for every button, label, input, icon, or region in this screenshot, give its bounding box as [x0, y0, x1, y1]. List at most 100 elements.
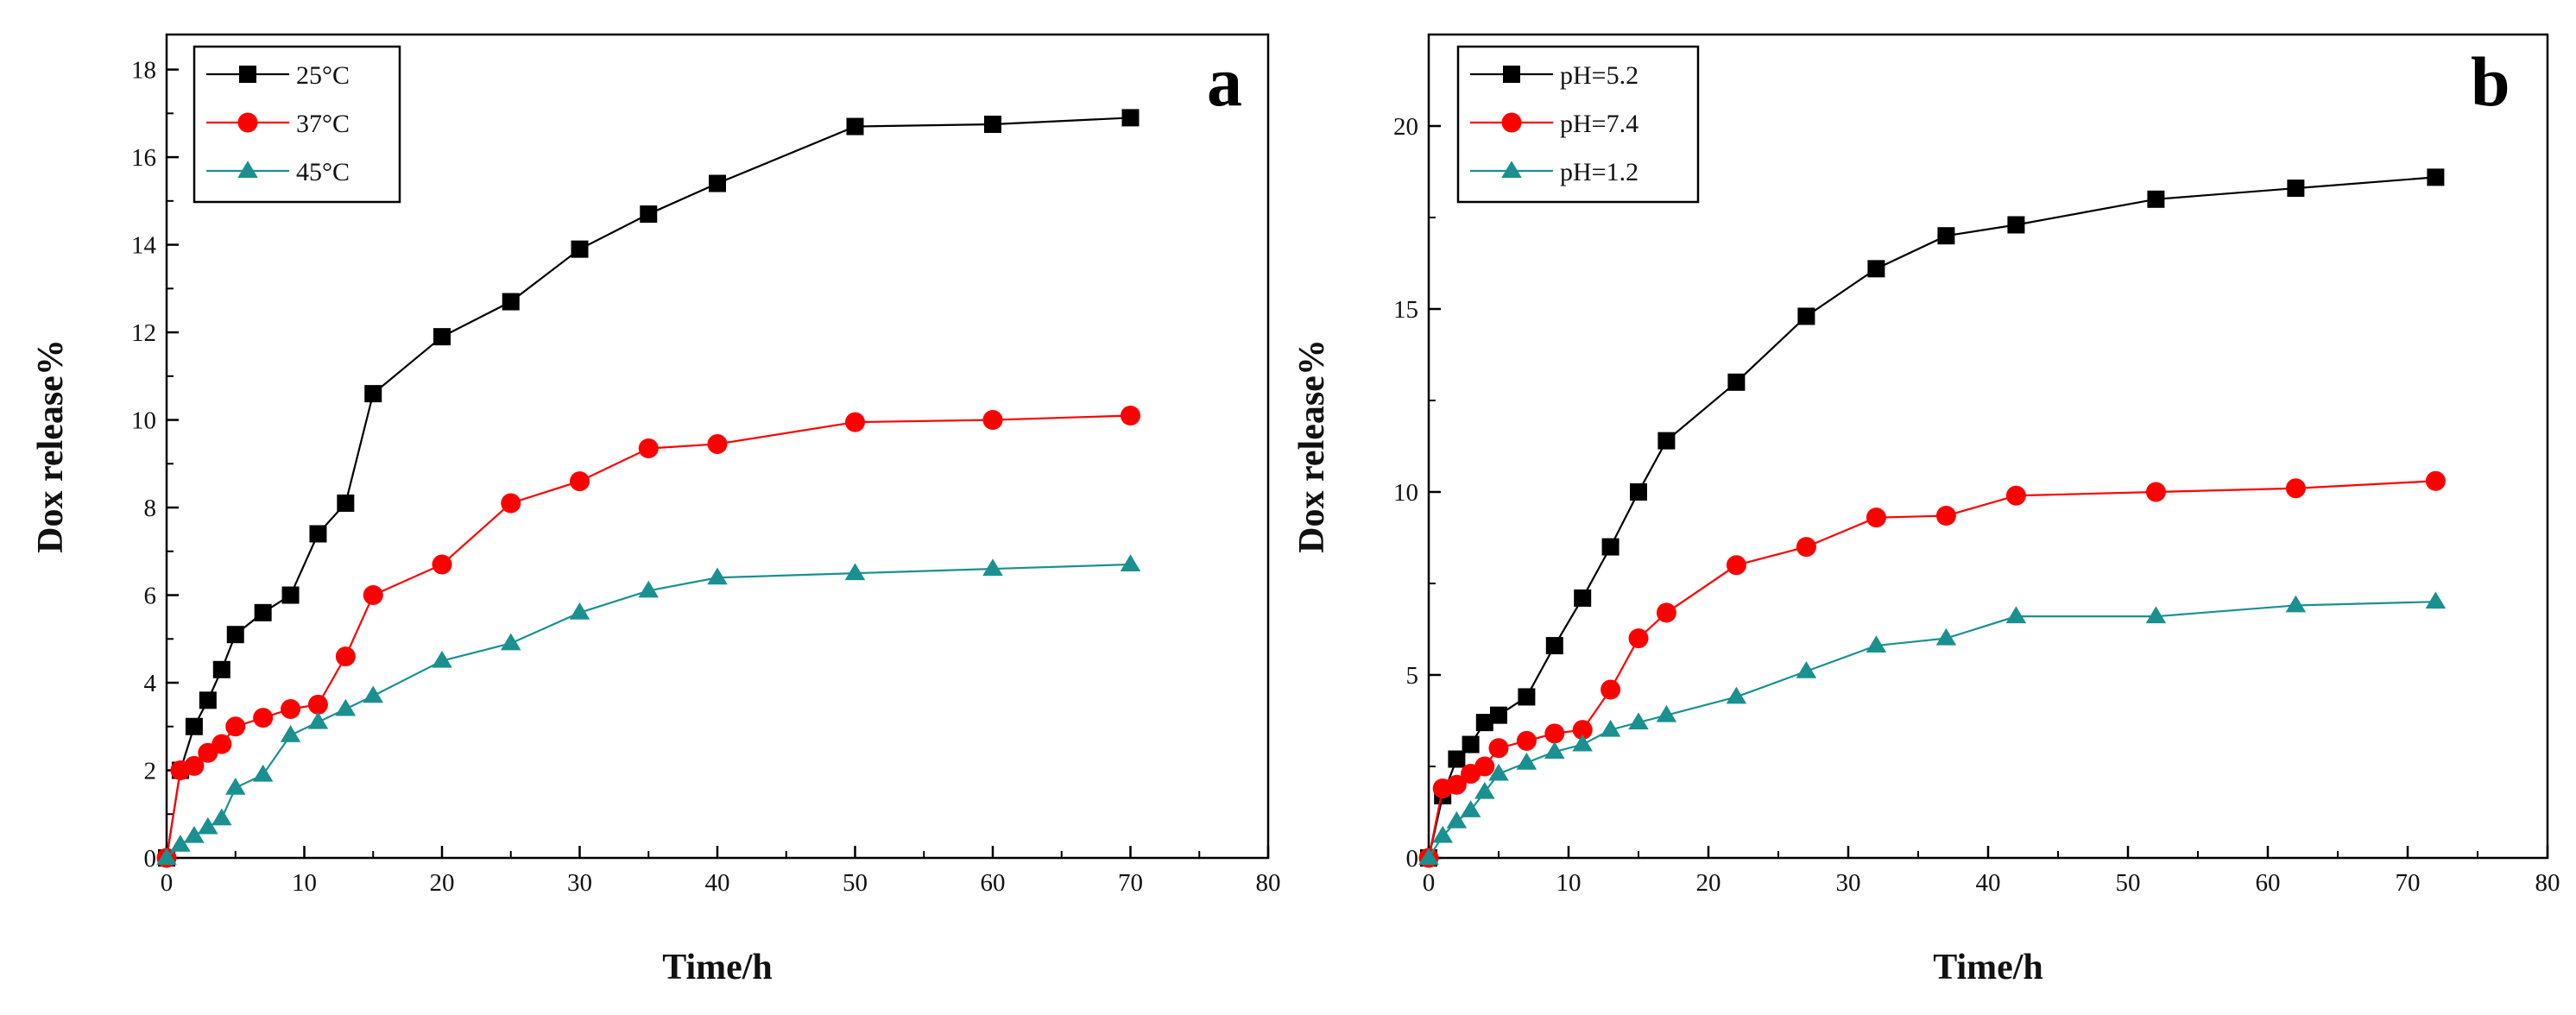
data-point: [432, 554, 452, 575]
y-tick-label: 5: [1406, 662, 1419, 690]
data-point: [252, 764, 274, 782]
y-tick-label: 0: [1406, 845, 1419, 873]
y-tick-label: 15: [1393, 296, 1418, 324]
data-point: [1516, 752, 1537, 770]
data-point: [1460, 800, 1481, 817]
data-point: [1572, 734, 1593, 752]
x-tick-label: 20: [1696, 869, 1721, 897]
data-point: [363, 685, 384, 703]
data-point: [1572, 720, 1593, 741]
data-point: [982, 558, 1003, 577]
data-point: [2007, 216, 2025, 234]
y-tick-label: 10: [1393, 479, 1418, 507]
data-point: [1474, 756, 1495, 777]
data-point: [1446, 810, 1468, 829]
data-point: [1475, 714, 1493, 732]
data-point: [2425, 470, 2446, 491]
data-point: [1656, 602, 1676, 623]
data-point: [2145, 606, 2167, 624]
y-tick-label: 4: [144, 670, 157, 697]
y-tick-label: 16: [131, 144, 156, 172]
data-point: [1448, 750, 1466, 768]
data-point: [1462, 735, 1480, 753]
data-point: [1490, 706, 1507, 724]
data-point: [1866, 508, 1886, 528]
data-point: [307, 711, 329, 729]
data-point: [199, 691, 217, 709]
y-axis-title: Dox release%: [31, 339, 71, 553]
x-tick-label: 60: [981, 869, 1006, 897]
data-point: [709, 174, 726, 192]
data-point: [254, 603, 272, 621]
data-point: [640, 205, 658, 224]
legend-label: 25°C: [296, 61, 350, 90]
data-point: [1657, 432, 1676, 450]
data-point: [2005, 485, 2026, 506]
y-axis-title: Dox release%: [1292, 339, 1332, 553]
data-point: [1797, 307, 1815, 325]
data-point: [198, 816, 218, 835]
panel-b: 0 10 20 30 40 50 60 70 80 0 5 10 15 20 Time/h Dox relea…: [1292, 33, 2560, 987]
data-point: [1574, 589, 1592, 607]
data-point: [1866, 635, 1887, 653]
data-point: [1935, 627, 1957, 646]
data-point: [1796, 660, 1817, 678]
x-tick-label: 20: [430, 869, 455, 897]
data-point: [337, 494, 355, 512]
legend-marker: [237, 112, 258, 133]
y-tick-label: 0: [144, 845, 157, 873]
data-point: [1726, 686, 1747, 704]
data-point: [363, 585, 383, 606]
series-3: [156, 554, 1141, 865]
data-point: [224, 778, 246, 795]
data-point: [432, 650, 452, 668]
legend-label: pH=1.2: [1560, 158, 1638, 186]
data-point: [1488, 763, 1509, 781]
panel-a: 0 10 20 30 40 50 60 70 80 0 2 4 6 8 10 12 14 16 18 Time/h Do…: [31, 33, 1281, 987]
legend-box: [193, 45, 401, 204]
data-point: [2005, 606, 2027, 624]
panel-letter: a: [1207, 42, 1242, 121]
data-point: [225, 716, 246, 737]
x-tick-label: 40: [705, 869, 730, 897]
data-point: [335, 646, 356, 667]
series-1: [158, 109, 1140, 867]
data-point: [280, 725, 301, 742]
data-point: [1545, 637, 1563, 655]
data-point: [253, 708, 274, 728]
data-point: [281, 586, 300, 604]
data-point: [2147, 190, 2165, 208]
data-point: [2285, 595, 2307, 613]
data-point: [1446, 774, 1467, 795]
data-point: [212, 808, 232, 826]
data-point: [1418, 848, 1439, 865]
data-point: [281, 698, 301, 719]
data-point: [1121, 109, 1140, 127]
data-point: [364, 385, 382, 403]
data-point: [1628, 712, 1649, 730]
x-tick-label: 30: [567, 869, 592, 897]
data-point: [500, 633, 521, 651]
data-point: [184, 825, 205, 843]
data-point: [1867, 260, 1885, 278]
x-tick-label: 0: [1423, 869, 1436, 897]
legend-marker: [1501, 161, 1522, 178]
x-tick-label: 80: [1256, 869, 1281, 897]
series-3: [1418, 591, 2447, 865]
data-point: [502, 293, 520, 311]
data-point: [2145, 482, 2166, 502]
x-tick-label: 30: [1836, 869, 1861, 897]
data-point: [307, 694, 328, 715]
data-point: [2427, 168, 2445, 186]
series-2: [156, 405, 1140, 868]
y-tick-label: 20: [1393, 113, 1418, 141]
series-2: [1418, 470, 2446, 868]
legend-box: [1456, 45, 1700, 204]
data-point: [1544, 723, 1565, 744]
data-point: [2287, 180, 2305, 198]
data-point: [212, 660, 230, 678]
data-point: [845, 412, 865, 432]
data-point: [1796, 537, 1816, 558]
data-point: [1726, 555, 1746, 576]
